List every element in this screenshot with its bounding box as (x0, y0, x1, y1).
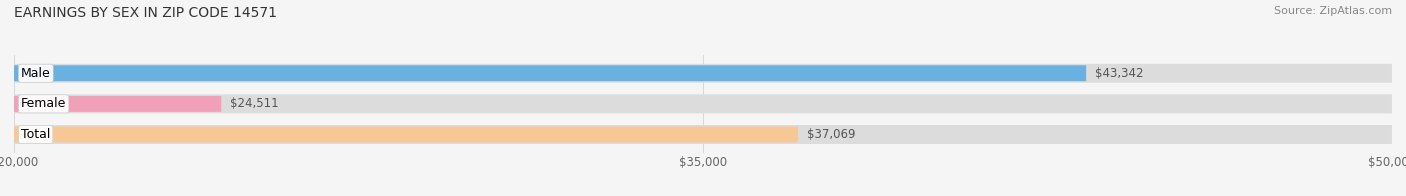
Text: Total: Total (21, 128, 51, 141)
FancyBboxPatch shape (14, 65, 1087, 81)
FancyBboxPatch shape (14, 125, 1392, 144)
Text: Male: Male (21, 67, 51, 80)
Text: Female: Female (21, 97, 66, 110)
Text: $24,511: $24,511 (231, 97, 278, 110)
FancyBboxPatch shape (14, 94, 1392, 113)
FancyBboxPatch shape (14, 64, 1392, 83)
Text: $37,069: $37,069 (807, 128, 856, 141)
Text: $43,342: $43,342 (1095, 67, 1144, 80)
FancyBboxPatch shape (14, 127, 799, 142)
Text: EARNINGS BY SEX IN ZIP CODE 14571: EARNINGS BY SEX IN ZIP CODE 14571 (14, 6, 277, 20)
FancyBboxPatch shape (14, 96, 221, 112)
Text: Source: ZipAtlas.com: Source: ZipAtlas.com (1274, 6, 1392, 16)
